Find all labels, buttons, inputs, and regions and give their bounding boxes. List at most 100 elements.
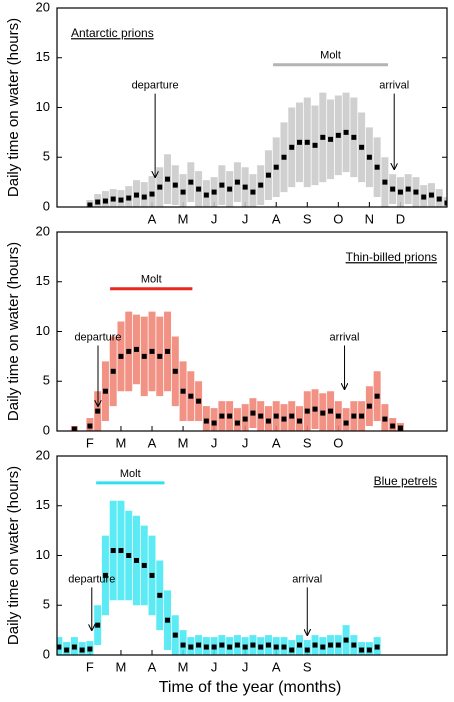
y-tick-label: 20 [36,223,50,238]
point [188,393,194,399]
point [79,647,85,653]
error-bars [86,92,447,207]
point [444,200,447,206]
point [374,644,380,650]
point [87,202,93,207]
points [71,346,403,431]
annotation: departure [68,573,115,585]
point [351,413,357,419]
point [281,644,287,650]
molt-label: Molt [141,274,162,286]
x-tick-label: S [303,211,312,226]
point [188,179,194,185]
point [328,408,334,414]
points [57,548,380,653]
y-tick-label: 15 [36,273,50,288]
point [234,179,240,185]
point [250,642,256,648]
point [165,617,171,623]
x-tick-label: M [178,211,189,226]
point [141,353,147,359]
point [335,132,341,138]
point [297,139,303,145]
annotation: departure [74,331,121,343]
x-tick-label: J [211,435,218,450]
point [312,406,318,412]
point [273,644,279,650]
point [87,423,93,429]
point [343,420,349,426]
x-tick-label: D [396,211,405,226]
point [328,136,334,142]
y-tick-label: 15 [36,49,50,64]
point [405,186,411,192]
point [320,410,326,416]
point [219,413,225,419]
point [397,189,403,195]
y-tick-label: 5 [43,597,50,612]
point [196,186,202,192]
point [428,192,434,198]
point [203,418,209,424]
panel-title: Blue petrels [374,474,437,488]
x-tick-label: S [303,435,312,450]
panel: Daily time on water (hours) 0 5 10 15 20 F M A M J… [5,223,448,450]
y-tick-label: 5 [43,149,50,164]
panel: Daily time on water (hours) 0 5 10 15 20 F M A M J… [5,447,448,674]
point [258,413,264,419]
point [102,198,108,204]
point [95,622,101,628]
point [343,129,349,135]
y-tick-label: 10 [36,323,50,338]
point [118,353,124,359]
point [234,642,240,648]
point [71,426,77,431]
point [203,644,209,650]
point [126,195,132,201]
y-tick-label: 10 [36,547,50,562]
x-tick-label: M [116,435,127,450]
point [312,642,318,648]
x-tick-label: A [148,211,157,226]
x-tick-label: M [178,435,189,450]
point [320,134,326,140]
x-tick-label: O [333,435,343,450]
point [95,199,101,205]
y-tick-label: 0 [43,422,50,437]
point [157,184,163,190]
point [141,562,147,568]
point [366,647,372,653]
point [172,368,178,374]
point [110,196,116,202]
point [374,164,380,170]
point [188,644,194,650]
point [118,548,124,554]
point [57,644,62,650]
point [390,423,396,429]
molt-label: Molt [320,50,341,62]
point [219,642,225,648]
point [242,644,248,650]
annotation: departure [132,80,179,92]
point [250,189,256,195]
point [157,592,163,598]
point [351,642,357,648]
point [110,548,116,554]
point [180,189,186,195]
point [312,142,318,148]
point [304,408,310,414]
point [304,647,310,653]
x-tick-label: A [272,659,281,674]
x-tick-label: F [86,435,94,450]
point [328,642,334,648]
x-tick-label: M [116,659,127,674]
point [196,398,202,404]
y-tick-label: 10 [36,99,50,114]
x-tick-label: O [333,211,343,226]
point [289,647,295,653]
point [297,418,303,424]
y-axis-label: Daily time on water (hours) [5,18,22,197]
y-axis-label: Daily time on water (hours) [5,466,22,645]
point [172,182,178,188]
